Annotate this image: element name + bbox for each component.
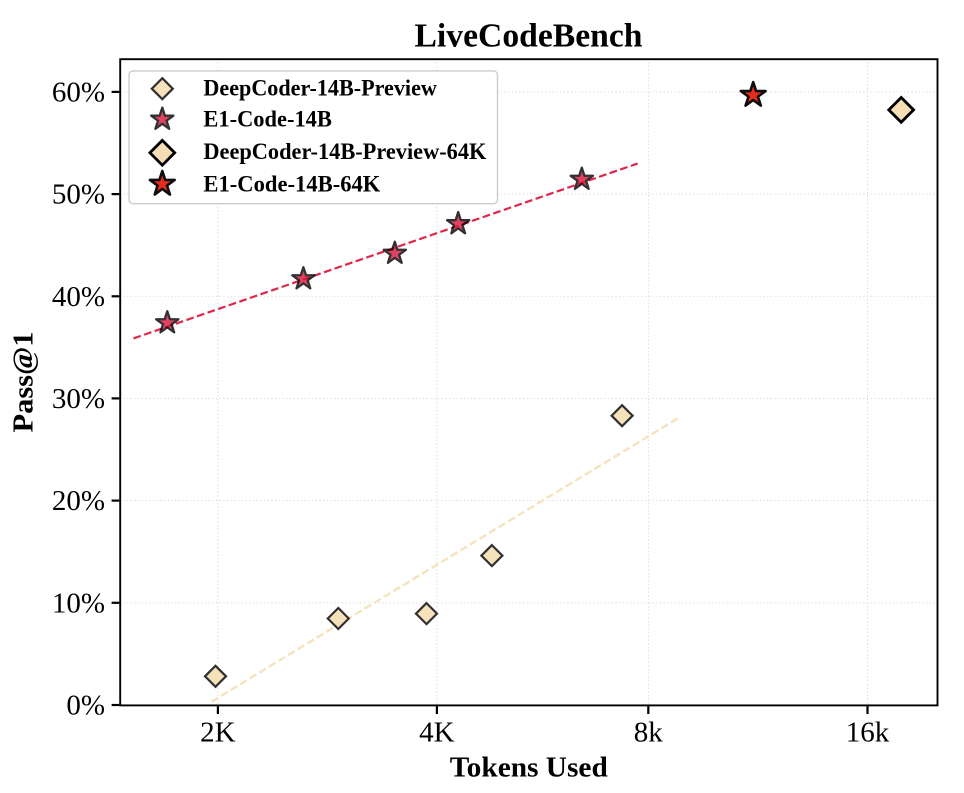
svg-text:30%: 30% (52, 383, 105, 415)
svg-text:E1-Code-14B-64K: E1-Code-14B-64K (203, 171, 381, 197)
svg-text:20%: 20% (52, 485, 105, 517)
svg-text:16k: 16k (846, 717, 890, 749)
svg-text:0%: 0% (66, 690, 105, 722)
svg-text:LiveCodeBench: LiveCodeBench (415, 18, 643, 55)
svg-text:E1-Code-14B: E1-Code-14B (203, 106, 332, 132)
svg-text:40%: 40% (52, 281, 105, 313)
svg-text:DeepCoder-14B-Preview: DeepCoder-14B-Preview (203, 76, 437, 102)
svg-text:50%: 50% (52, 179, 105, 211)
svg-text:10%: 10% (52, 587, 105, 619)
svg-text:DeepCoder-14B-Preview-64K: DeepCoder-14B-Preview-64K (203, 139, 487, 165)
svg-text:60%: 60% (52, 76, 105, 108)
svg-text:4K: 4K (419, 717, 455, 749)
svg-text:2K: 2K (200, 717, 236, 749)
svg-text:8k: 8k (634, 717, 664, 749)
svg-text:Tokens Used: Tokens Used (450, 752, 608, 784)
svg-text:Pass@1: Pass@1 (8, 332, 40, 433)
